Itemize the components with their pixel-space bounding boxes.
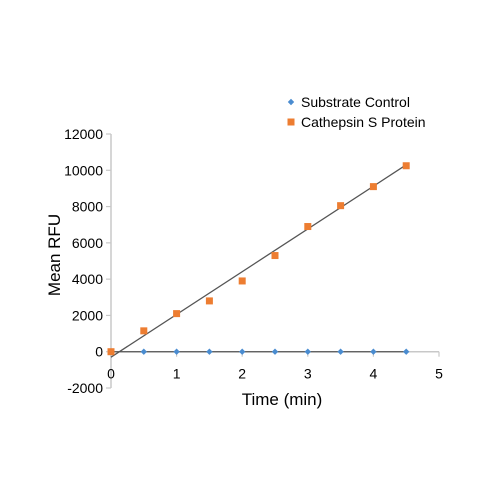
substrate-control-point — [403, 348, 410, 355]
y-tick-label: 2000 — [72, 307, 103, 323]
substrate-control-point — [206, 348, 213, 355]
substrate-control-point — [337, 348, 344, 355]
y-tick-label: 12000 — [64, 126, 103, 142]
cathepsin-s-point — [107, 348, 115, 356]
cathepsin-s-point — [304, 223, 312, 231]
substrate-control-point — [304, 348, 311, 355]
cathepsin-s-point — [402, 162, 410, 170]
x-axis-title: Time (min) — [242, 390, 323, 409]
cathepsin-s-point — [173, 310, 181, 318]
y-tick-label: 8000 — [72, 199, 103, 215]
y-tick-label: 4000 — [72, 271, 103, 287]
substrate-control-point — [370, 348, 377, 355]
y-tick-label: 10000 — [64, 162, 103, 178]
x-tick-label: 4 — [370, 366, 378, 382]
y-tick-label: 0 — [95, 344, 103, 360]
x-tick-label: 3 — [304, 366, 312, 382]
legend-label: Substrate Control — [301, 94, 410, 110]
data-points — [107, 162, 410, 356]
legend-marker — [287, 118, 295, 126]
legend-marker — [287, 98, 295, 106]
cathepsin-s-point — [238, 277, 246, 285]
legend-label: Cathepsin S Protein — [301, 114, 426, 130]
cathepsin-s-point — [369, 183, 377, 191]
substrate-control-point — [173, 348, 180, 355]
trendlines — [110, 164, 407, 358]
cathepsin-s-point — [337, 202, 345, 210]
axes — [106, 133, 440, 389]
y-tick-label: -2000 — [67, 380, 103, 396]
y-axis-title: Mean RFU — [45, 214, 64, 296]
x-tick-label: 1 — [173, 366, 181, 382]
cathepsin-s-point — [205, 297, 213, 305]
cathepsin-s-point — [140, 327, 148, 335]
x-tick-label: 5 — [435, 366, 443, 382]
substrate-control-point — [140, 348, 147, 355]
trendline-1 — [110, 164, 407, 358]
substrate-control-point — [239, 348, 246, 355]
cathepsin-s-point — [271, 252, 279, 260]
y-tick-label: 6000 — [72, 235, 103, 251]
x-tick-label: 2 — [238, 366, 246, 382]
substrate-control-point — [271, 348, 279, 355]
x-tick-label: 0 — [107, 366, 115, 382]
legend: Substrate Control Cathepsin S Protein — [287, 94, 426, 130]
